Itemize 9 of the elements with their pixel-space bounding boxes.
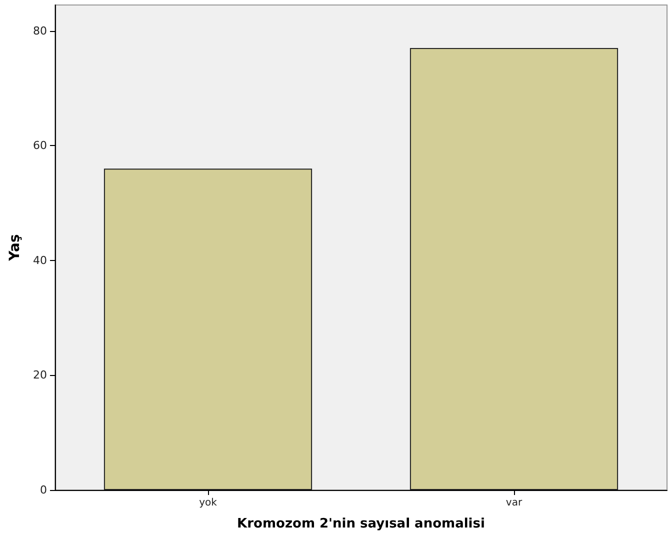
y-tick-label: 60 — [33, 139, 47, 152]
x-axis-title: Kromozom 2'nin sayısal anomalisi — [237, 516, 485, 532]
y-tick-label: 0 — [40, 484, 47, 496]
x-tick-label: yok — [199, 498, 218, 508]
y-tick-label: 40 — [33, 254, 47, 267]
x-tick-label: var — [506, 498, 523, 508]
y-tick-label: 80 — [33, 24, 47, 38]
y-axis-title: Yaş — [7, 234, 24, 262]
y-tick-label: 20 — [33, 368, 47, 382]
